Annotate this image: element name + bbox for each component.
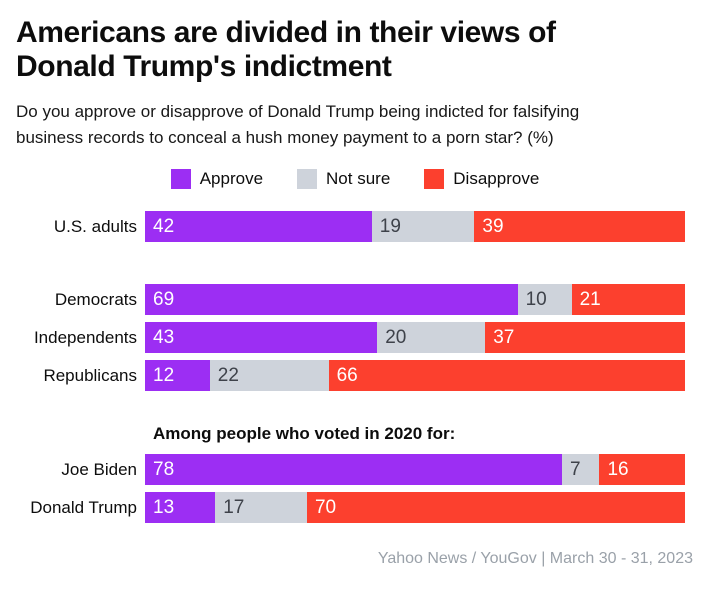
approve-segment: 78 xyxy=(145,454,563,486)
section-heading-2020-voters: Among people who voted in 2020 for: xyxy=(153,424,456,444)
approve-segment: 69 xyxy=(145,284,518,316)
segment-value: 19 xyxy=(379,215,401,237)
not-sure-segment: 22 xyxy=(209,360,329,392)
row-label: Joe Biden xyxy=(61,459,137,479)
subtitle-line-1: Do you approve or disapprove of Donald T… xyxy=(16,102,580,122)
disapprove-segment: 16 xyxy=(599,454,685,486)
disapprove-segment: 66 xyxy=(328,360,685,392)
segment-value: 7 xyxy=(570,458,581,480)
bar-row-independents: Independents 43 20 37 xyxy=(0,322,710,354)
stacked-bar-chart: U.S. adults 42 19 39 Democrats 69 10 21 … xyxy=(0,211,710,524)
not-sure-segment: 10 xyxy=(517,284,572,316)
disapprove-segment: 70 xyxy=(306,492,685,524)
bar-row-us-adults: U.S. adults 42 19 39 xyxy=(0,211,710,243)
segment-value: 13 xyxy=(153,496,175,518)
bar-track: 42 19 39 xyxy=(145,211,685,243)
bar-track: 13 17 70 xyxy=(145,492,685,524)
segment-value: 20 xyxy=(385,326,407,348)
bar-track: 12 22 66 xyxy=(145,360,685,392)
party-group: Democrats 69 10 21 Independents 43 20 37… xyxy=(0,284,710,392)
bar-row-donald-trump: Donald Trump 13 17 70 xyxy=(0,492,710,524)
segment-value: 21 xyxy=(579,288,601,310)
legend-item-not-sure: Not sure xyxy=(297,169,391,190)
approve-swatch-icon xyxy=(170,169,191,190)
legend-item-disapprove: Disapprove xyxy=(424,169,540,190)
title-line-2: Donald Trump's indictment xyxy=(16,50,392,84)
approve-segment: 13 xyxy=(145,492,216,524)
disapprove-segment: 37 xyxy=(485,322,685,354)
segment-value: 37 xyxy=(493,326,515,348)
bar-track: 78 7 16 xyxy=(145,454,685,486)
not-sure-segment: 17 xyxy=(215,492,307,524)
segment-value: 42 xyxy=(153,215,175,237)
voted-2020-group: Joe Biden 78 7 16 Donald Trump 13 17 70 xyxy=(0,454,710,524)
segment-value: 69 xyxy=(153,288,175,310)
legend-label: Approve xyxy=(199,169,264,189)
page-title: Americans are divided in their views of … xyxy=(0,16,710,84)
segment-value: 66 xyxy=(336,364,358,386)
disapprove-segment: 39 xyxy=(474,211,685,243)
row-label: Republicans xyxy=(43,365,137,385)
approve-segment: 43 xyxy=(145,322,378,354)
segment-value: 43 xyxy=(153,326,175,348)
subtitle-line-2: business records to conceal a hush money… xyxy=(16,127,554,147)
approve-segment: 12 xyxy=(145,360,210,392)
not-sure-swatch-icon xyxy=(297,169,318,190)
not-sure-segment: 7 xyxy=(562,454,600,486)
not-sure-segment: 20 xyxy=(377,322,486,354)
legend: Approve Not sure Disapprove xyxy=(0,169,710,190)
segment-value: 70 xyxy=(314,496,337,518)
bar-row-joe-biden: Joe Biden 78 7 16 xyxy=(0,454,710,486)
bar-row-republicans: Republicans 12 22 66 xyxy=(0,360,710,392)
segment-value: 12 xyxy=(153,364,175,386)
legend-label: Not sure xyxy=(326,169,391,189)
segment-value: 16 xyxy=(607,458,629,480)
segment-value: 39 xyxy=(482,215,504,237)
legend-label: Disapprove xyxy=(453,169,540,189)
bar-row-democrats: Democrats 69 10 21 xyxy=(0,284,710,316)
bar-track: 69 10 21 xyxy=(145,284,685,316)
row-label: U.S. adults xyxy=(53,216,137,236)
source-attribution: Yahoo News / YouGov | March 30 - 31, 202… xyxy=(377,550,693,568)
disapprove-swatch-icon xyxy=(424,169,445,190)
approve-segment: 42 xyxy=(145,211,372,243)
chart-subtitle: Do you approve or disapprove of Donald T… xyxy=(0,99,710,150)
row-label: Donald Trump xyxy=(30,497,137,517)
segment-value: 17 xyxy=(223,496,245,518)
disapprove-segment: 21 xyxy=(571,284,685,316)
row-label: Independents xyxy=(33,327,137,347)
title-line-1: Americans are divided in their views of xyxy=(16,16,556,49)
not-sure-segment: 19 xyxy=(371,211,475,243)
bar-track: 43 20 37 xyxy=(145,322,685,354)
segment-value: 78 xyxy=(153,458,175,480)
row-label: Democrats xyxy=(54,289,137,309)
legend-item-approve: Approve xyxy=(170,169,264,190)
segment-value: 10 xyxy=(525,288,547,310)
segment-value: 22 xyxy=(217,364,239,386)
